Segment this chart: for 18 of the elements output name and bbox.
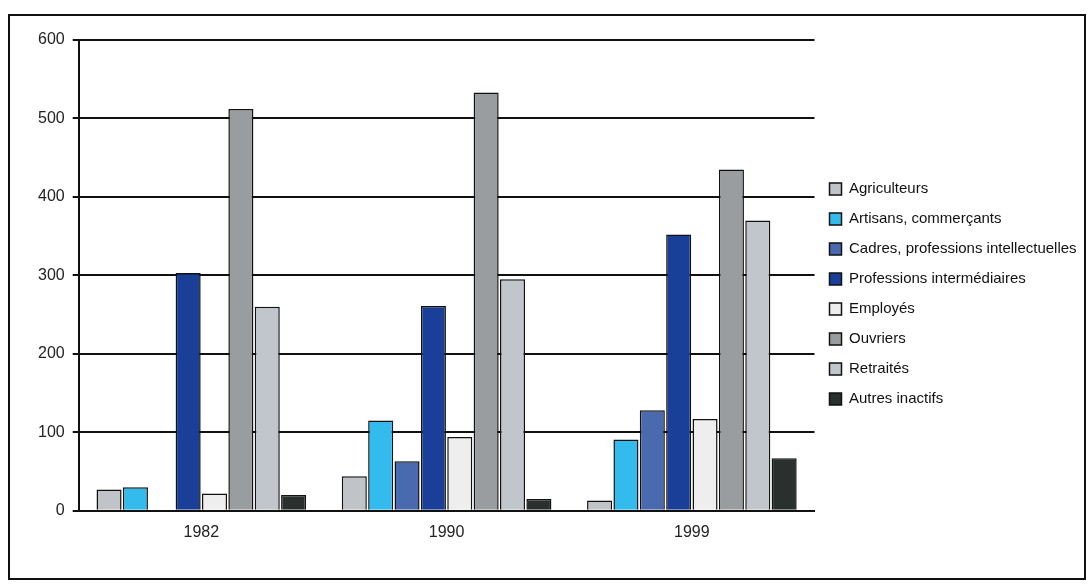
legend-label: Retraités	[849, 359, 910, 377]
legend-label: Professions intermédiaires	[849, 269, 1026, 287]
x-tick-label: 1990	[428, 522, 465, 540]
legend-label: Artisans, commerçants	[849, 209, 1002, 227]
y-tick-label: 400	[37, 187, 65, 205]
y-tick-label: 300	[37, 265, 65, 283]
y-tick-label: 600	[37, 30, 65, 48]
y-tick-label: 200	[37, 344, 65, 362]
legend-label: Cadres, professions intellectuelles	[849, 239, 1077, 257]
y-tick-label: 100	[37, 422, 65, 440]
x-tick-label: 1999	[674, 522, 710, 540]
y-tick-label: 500	[37, 108, 65, 126]
legend-label: Autres inactifs	[849, 389, 944, 407]
legend-label: Agriculteurs	[849, 179, 929, 197]
x-tick-label: 1982	[183, 522, 220, 540]
legend-label: Ouvriers	[849, 329, 906, 347]
y-tick-label: 0	[55, 501, 65, 519]
legend-label: Employés	[849, 299, 915, 317]
